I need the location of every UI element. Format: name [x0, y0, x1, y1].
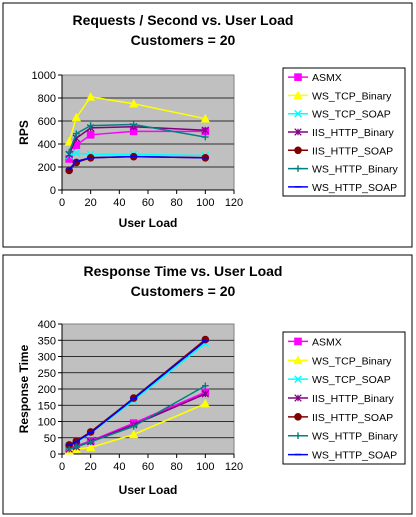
series-ws-tcp-binary: [64, 91, 210, 146]
legend-label: IIS_HTTP_Binary: [312, 127, 394, 139]
x-tick-label: 40: [113, 461, 125, 473]
data-point: [201, 390, 210, 398]
data-point: [72, 149, 81, 157]
y-tick-label: 50: [44, 433, 56, 445]
chart-subtitle: Customers = 20: [131, 283, 236, 299]
legend-label: WS_HTTP_Binary: [312, 164, 399, 176]
data-point: [202, 133, 209, 141]
data-point: [64, 136, 74, 146]
data-point: [201, 126, 210, 134]
chart-1: Requests / Second vs. User Load Customers…: [2, 2, 413, 248]
legend-marker: [294, 394, 302, 402]
data-point: [65, 445, 73, 453]
y-tick-label: 0: [50, 185, 56, 197]
data-point: [86, 442, 96, 452]
y-tick-label: 200: [38, 384, 56, 396]
legend-label: WS_TCP_Binary: [312, 90, 392, 102]
legend-label: WS_TCP_SOAP: [312, 374, 391, 386]
x-tick-label: 60: [142, 461, 154, 473]
legend-marker: [294, 337, 302, 346]
data-point: [129, 429, 139, 439]
legend: ASMX WS_TCP_Binary WS_TCP_SOAP IIS_HTTP_Bin…: [282, 67, 406, 197]
legend-label: WS_HTTP_SOAP: [312, 450, 397, 462]
data-point: [87, 438, 94, 446]
legend-marker: [294, 413, 302, 421]
y-tick-label: 0: [50, 449, 56, 461]
data-point: [86, 131, 95, 139]
x-tick-label: 120: [225, 197, 243, 209]
x-tick-label: 0: [59, 461, 65, 473]
data-point: [73, 130, 80, 137]
data-point: [65, 166, 73, 175]
legend-label: WS_HTTP_SOAP: [312, 182, 397, 194]
legend-marker: [294, 146, 302, 155]
data-point: [86, 91, 96, 101]
x-tick-label: 80: [171, 197, 183, 209]
data-point: [129, 98, 139, 108]
y-tick-label: 800: [38, 93, 56, 105]
legend-marker: [294, 432, 302, 440]
y-axis-label: Response Time: [17, 344, 31, 433]
legend-label: ASMX: [312, 336, 342, 348]
series-ws-http-soap: [65, 340, 209, 447]
x-axis-label: User Load: [119, 216, 178, 230]
x-tick-label: 20: [85, 197, 97, 209]
x-tick-label: 80: [171, 461, 183, 473]
y-tick-label: 100: [38, 417, 56, 429]
y-axis-label: RPS: [17, 120, 31, 145]
legend-label: IIS_HTTP_SOAP: [312, 145, 393, 157]
series-ws-http-binary: [65, 121, 209, 156]
legend-label: IIS_HTTP_SOAP: [312, 412, 393, 424]
y-tick-label: 150: [38, 400, 56, 412]
chart-2: Response Time vs. User Load Customers = 2…: [2, 254, 413, 515]
legend-label: IIS_HTTP_Binary: [312, 393, 394, 405]
data-point: [71, 112, 81, 122]
y-tick-label: 200: [38, 162, 56, 174]
data-point: [130, 423, 137, 430]
y-tick-label: 1000: [32, 70, 56, 82]
legend: ASMX WS_TCP_Binary WS_TCP_SOAP IIS_HTTP_Bin…: [282, 331, 406, 465]
y-tick-label: 600: [38, 116, 56, 128]
series-ws-http-soap: [65, 155, 209, 171]
legend-marker: [294, 128, 302, 136]
chart-subtitle: Customers = 20: [131, 32, 236, 48]
data-point: [73, 443, 80, 451]
series-ws-http-binary: [65, 382, 209, 453]
x-tick-label: 60: [142, 197, 154, 209]
legend-marker: [293, 90, 303, 100]
x-tick-label: 100: [196, 197, 214, 209]
x-tick-label: 40: [113, 197, 125, 209]
x-tick-label: 0: [59, 197, 65, 209]
data-point: [65, 148, 73, 156]
data-point: [130, 121, 137, 128]
legend-label: ASMX: [312, 72, 342, 84]
legend-marker: [294, 109, 302, 118]
y-tick-label: 400: [38, 139, 56, 151]
legend-label: WS_HTTP_Binary: [312, 431, 399, 443]
legend-marker: [294, 375, 302, 383]
x-axis-label: User Load: [119, 483, 178, 497]
y-tick-label: 300: [38, 352, 56, 364]
x-tick-label: 20: [85, 461, 97, 473]
y-tick-label: 400: [38, 319, 56, 331]
legend-label: WS_TCP_Binary: [312, 355, 392, 367]
legend-marker: [293, 355, 303, 365]
x-tick-label: 100: [196, 461, 214, 473]
data-point: [200, 398, 210, 408]
legend-label: WS_TCP_SOAP: [312, 109, 391, 121]
y-tick-label: 350: [38, 335, 56, 347]
chart-title: Response Time vs. User Load: [84, 263, 283, 279]
legend-marker: [294, 165, 302, 172]
data-point: [87, 122, 94, 129]
y-tick-label: 250: [38, 368, 56, 380]
data-point: [200, 113, 210, 123]
x-tick-label: 120: [225, 461, 243, 473]
chart-title: Requests / Second vs. User Load: [73, 12, 294, 28]
data-point: [202, 382, 209, 390]
legend-marker: [294, 73, 302, 81]
